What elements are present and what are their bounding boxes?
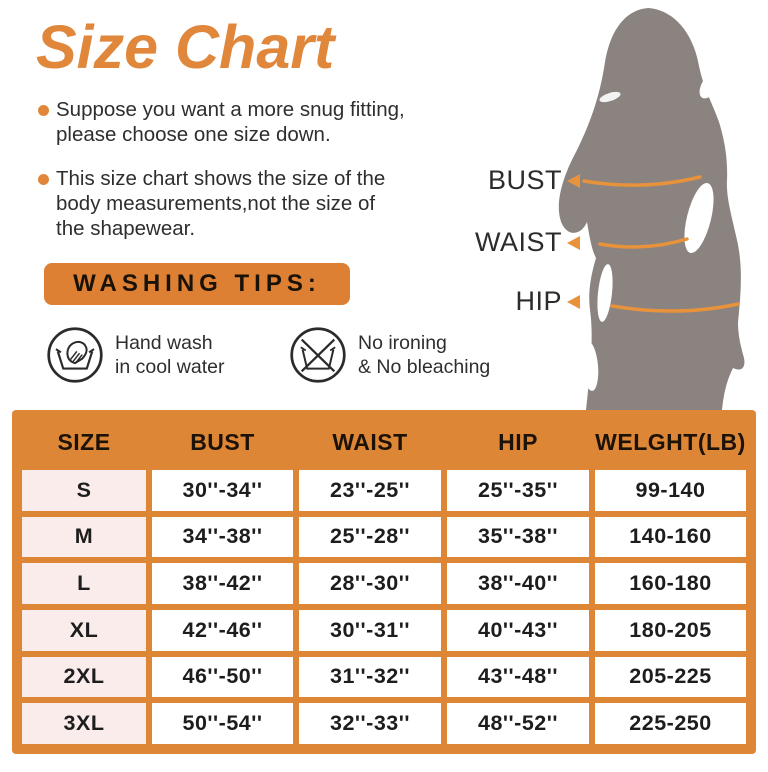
table-cell: 205-225 xyxy=(595,656,746,698)
arrow-left-icon xyxy=(567,294,580,309)
table-cell: 28''-30'' xyxy=(299,563,441,604)
table-cell: 34''-38'' xyxy=(152,516,293,558)
table-header-cell: WAIST xyxy=(332,428,408,455)
table-cell: 43''-48'' xyxy=(447,656,589,698)
note-body-measurements: This size chart shows the size of the bo… xyxy=(38,166,385,241)
bust-measure-line xyxy=(582,175,702,187)
tip-caption-line: & No bleaching xyxy=(358,356,491,378)
table-cell: 180-205 xyxy=(595,610,746,651)
bullet-icon xyxy=(38,174,49,185)
table-header-cell: BUST xyxy=(190,428,255,455)
tip-caption-line: No ironing xyxy=(358,332,447,354)
note-line: the shapewear. xyxy=(56,217,196,240)
no-ironing-icon xyxy=(290,327,346,383)
tip-caption-line: Hand wash xyxy=(115,332,213,354)
table-cell: 35''-38'' xyxy=(447,516,589,558)
table-cell-size: 2XL xyxy=(22,656,146,698)
table-cell: 38''-42'' xyxy=(152,563,293,604)
washing-tips-banner: WASHING TIPS: xyxy=(44,263,350,305)
table-cell: 40''-43'' xyxy=(447,610,589,651)
waist-label-text: WAIST xyxy=(475,227,562,257)
tip-caption-line: in cool water xyxy=(115,356,225,378)
table-cell: 50''-54'' xyxy=(152,703,293,744)
table-cell: 38''-40'' xyxy=(447,563,589,604)
table-cell: 30''-34'' xyxy=(152,470,293,511)
note-line: This size chart shows the size of the xyxy=(56,167,386,190)
bust-label-text: BUST xyxy=(487,165,562,195)
waist-measure-line xyxy=(598,237,689,249)
table-cell: 140-160 xyxy=(595,516,746,558)
table-cell: 160-180 xyxy=(595,563,746,604)
page-title: Size Chart xyxy=(36,13,335,81)
tip-no-ironing-bleaching: No ironing & No bleaching xyxy=(289,326,490,384)
table-cell: 31''-32'' xyxy=(299,656,441,698)
table-header-cell: WELGHT(LB) xyxy=(595,428,746,455)
table-cell: 25''-28'' xyxy=(299,516,441,558)
table-cell-size: S xyxy=(22,470,146,511)
tip-hand-wash: Hand wash in cool water xyxy=(46,326,224,384)
waist-label: WAIST xyxy=(475,227,580,258)
table-header-cell: SIZE xyxy=(57,428,111,455)
table-cell-size: 3XL xyxy=(22,703,146,744)
note-line: body measurements,not the size of xyxy=(56,192,376,215)
bust-label: BUST xyxy=(488,165,580,196)
hip-measure-line xyxy=(610,302,740,313)
table-cell: 32''-33'' xyxy=(299,703,441,744)
table-cell: 48''-52'' xyxy=(447,703,589,744)
table-cell: 99-140 xyxy=(595,470,746,511)
bullet-icon xyxy=(38,105,49,116)
table-cell: 46''-50'' xyxy=(152,656,293,698)
table-cell: 42''-46'' xyxy=(152,610,293,651)
table-cell-size: L xyxy=(22,563,146,604)
hip-label: HIP xyxy=(515,286,580,317)
size-table: SIZE BUST WAIST HIP WELGHT(LB) S 30''-34… xyxy=(12,410,756,754)
note-line: please choose one size down. xyxy=(56,123,331,146)
table-cell: 225-250 xyxy=(595,703,746,744)
table-cell: 23''-25'' xyxy=(299,470,441,511)
table-cell: 30''-31'' xyxy=(299,610,441,651)
note-line: Suppose you want a more snug fitting, xyxy=(56,98,405,121)
table-cell-size: M xyxy=(22,516,146,558)
arrow-left-icon xyxy=(567,235,580,250)
arrow-left-icon xyxy=(567,173,580,188)
note-snug-fitting: Suppose you want a more snug fitting, pl… xyxy=(38,97,405,147)
table-cell: 25''-35'' xyxy=(447,470,589,511)
hand-wash-icon xyxy=(47,327,103,383)
hip-label-text: HIP xyxy=(515,286,562,316)
table-header-cell: HIP xyxy=(498,428,538,455)
woman-silhouette-figure xyxy=(558,8,745,410)
table-cell-size: XL xyxy=(22,610,146,651)
